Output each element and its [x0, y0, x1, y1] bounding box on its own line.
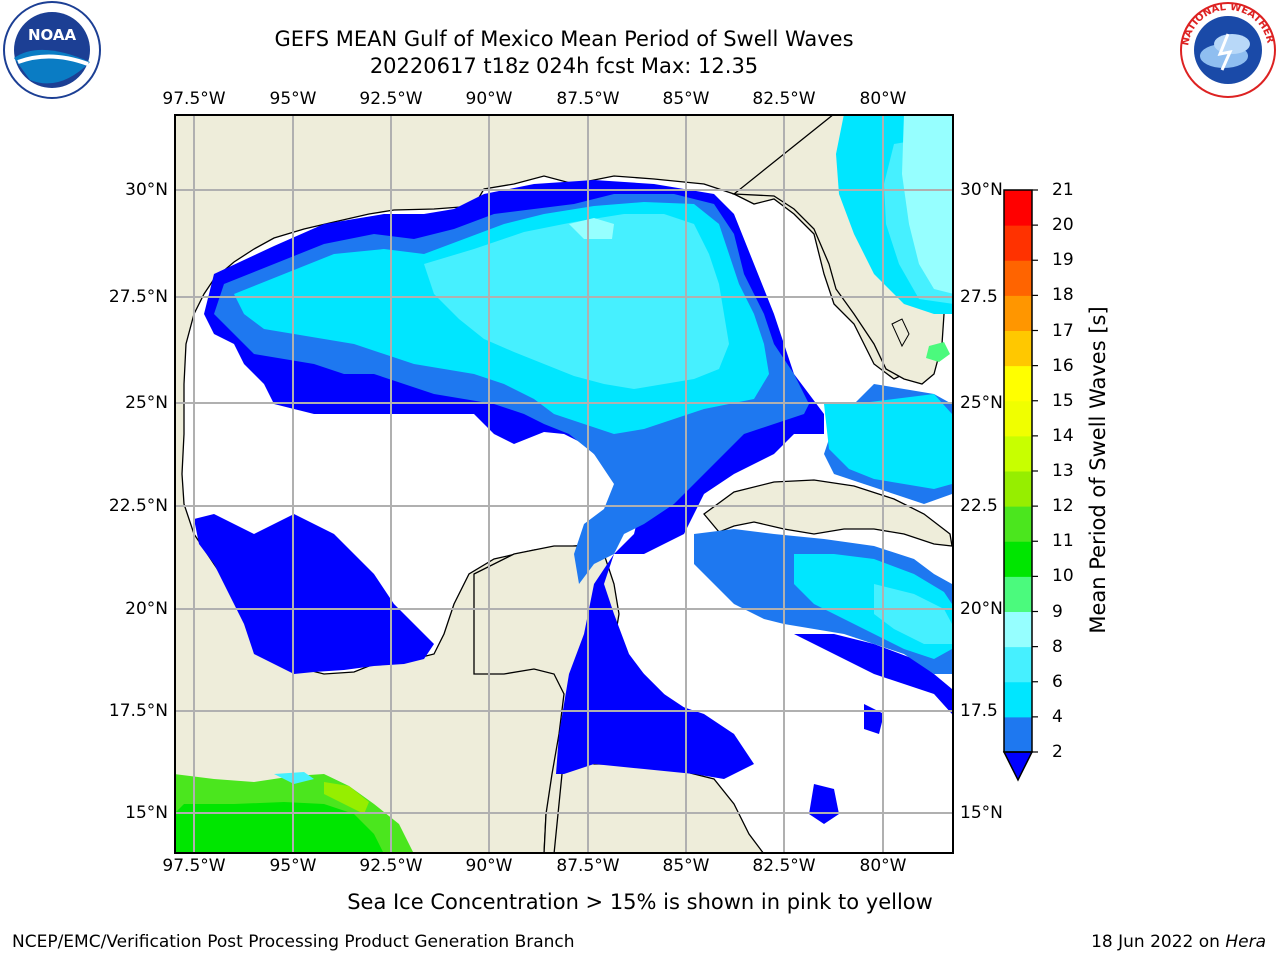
lat-tick-right: 15°N — [960, 803, 1003, 823]
lon-tick-top: 95°W — [269, 89, 317, 109]
nws-logo: NATIONAL WEATHER SERVICE — [1176, 0, 1276, 98]
colorbar-tick-label: 11 — [1052, 531, 1074, 552]
lon-tick-bottom: 87.5°W — [556, 856, 620, 876]
colorbar-segment — [1004, 611, 1032, 648]
colorbar-segment — [1004, 646, 1032, 683]
lon-tick-top: 82.5°W — [752, 89, 816, 109]
colorbar-segment — [1004, 435, 1032, 472]
colorbar-segment — [1004, 260, 1032, 296]
lon-tick-bottom: 95°W — [269, 856, 317, 876]
lon-tick-bottom: 92.5°W — [359, 856, 423, 876]
footer-credit: NCEP/EMC/Verification Post Processing Pr… — [12, 932, 575, 952]
colorbar-tick-label: 21 — [1052, 180, 1074, 200]
svg-text:NOAA: NOAA — [28, 26, 77, 44]
lat-tick-right: 30°N — [960, 180, 1003, 200]
land-bahamas — [891, 318, 910, 348]
map-frame — [174, 114, 954, 854]
lon-tick-bottom: 97.5°W — [162, 856, 226, 876]
lat-tick-right: 20°N — [960, 599, 1003, 619]
lon-tick-top: 97.5°W — [162, 89, 226, 109]
colorbar-segment — [1004, 681, 1032, 718]
lon-tick-top: 85°W — [662, 89, 710, 109]
lat-tick-right: 27.5 — [960, 287, 998, 307]
lat-tick-left: 17.5°N — [108, 701, 168, 721]
lat-tick-right: 22.5 — [960, 496, 998, 516]
colorbar-segment — [1004, 365, 1032, 402]
map-panel — [174, 114, 954, 854]
lat-tick-right: 17.5 — [960, 701, 998, 721]
colorbar-tick-label: 18 — [1052, 285, 1074, 306]
colorbar-tick-label: 10 — [1052, 566, 1074, 587]
lon-tick-top: 90°W — [465, 89, 513, 109]
lat-tick-left: 27.5°N — [108, 287, 168, 307]
colorbar-segment — [1004, 330, 1032, 367]
lon-tick-top: 87.5°W — [556, 89, 620, 109]
swell-field — [175, 115, 953, 853]
colorbar-tick-label: 14 — [1052, 425, 1074, 446]
colorbar-segment — [1004, 225, 1032, 261]
colorbar-tick-label: 9 — [1052, 601, 1063, 622]
colorbar-under-arrow — [1002, 751, 1034, 782]
colorbar-segment — [1004, 541, 1032, 577]
colorbar-tick-label: 12 — [1052, 496, 1074, 517]
colorbar-tick-label: 13 — [1052, 461, 1074, 481]
colorbar-tick-label: 6 — [1052, 671, 1063, 692]
colorbar-segment — [1004, 716, 1032, 753]
colorbar-tick-label: 2 — [1052, 742, 1063, 762]
lat-tick-left: 20°N — [125, 599, 168, 619]
colorbar-tick-label: 16 — [1052, 355, 1074, 376]
lat-tick-left: 15°N — [125, 803, 168, 823]
lon-tick-bottom: 82.5°W — [752, 856, 816, 876]
colorbar-tick-label: 20 — [1052, 215, 1074, 236]
colorbar-label: Mean Period of Swell Waves [s] — [1086, 306, 1110, 634]
lat-tick-right: 25°N — [960, 393, 1003, 413]
lon-tick-bottom: 90°W — [465, 856, 513, 876]
colorbar — [1002, 189, 1038, 782]
sea-ice-caption-text: Sea Ice Concentration > 15% is shown in … — [347, 890, 933, 914]
lon-tick-bottom: 85°W — [662, 856, 710, 876]
lat-tick-left: 22.5°N — [108, 496, 168, 516]
colorbar-segment — [1004, 295, 1032, 331]
footer-system: Hera — [1225, 932, 1266, 952]
noaa-logo: NOAA — [3, 1, 101, 99]
colorbar-tick-label: 8 — [1052, 636, 1063, 657]
colorbar-tick-label: 19 — [1052, 250, 1074, 271]
colorbar-tick-label: 17 — [1052, 320, 1074, 341]
footer-date: 18 Jun 2022 on Hera — [1091, 932, 1266, 952]
map-gridlines — [175, 115, 953, 853]
lat-tick-left: 25°N — [125, 393, 168, 413]
colorbar-segment — [1004, 506, 1032, 542]
colorbar-tick-label: 15 — [1052, 390, 1074, 411]
colorbar-segment — [1004, 190, 1032, 226]
lon-tick-bottom: 80°W — [859, 856, 907, 876]
chart-title: GEFS MEAN Gulf of Mexico Mean Period of … — [274, 27, 854, 51]
footer-date-text: 18 Jun 2022 on — [1091, 932, 1226, 952]
lon-tick-top: 92.5°W — [359, 89, 423, 109]
lat-tick-left: 30°N — [125, 180, 168, 200]
sea-ice-caption: Sea Ice Concentration > 15% is shown in … — [0, 890, 1280, 914]
chart-subtitle: 20220617 t18z 024h fcst Max: 12.35 — [369, 54, 759, 78]
colorbar-segment — [1004, 576, 1032, 612]
land-cuba — [703, 479, 953, 547]
colorbar-tick-label: 4 — [1052, 706, 1063, 727]
colorbar-segment — [1004, 471, 1032, 507]
colorbar-segment — [1004, 400, 1032, 437]
lon-tick-top: 80°W — [859, 89, 907, 109]
